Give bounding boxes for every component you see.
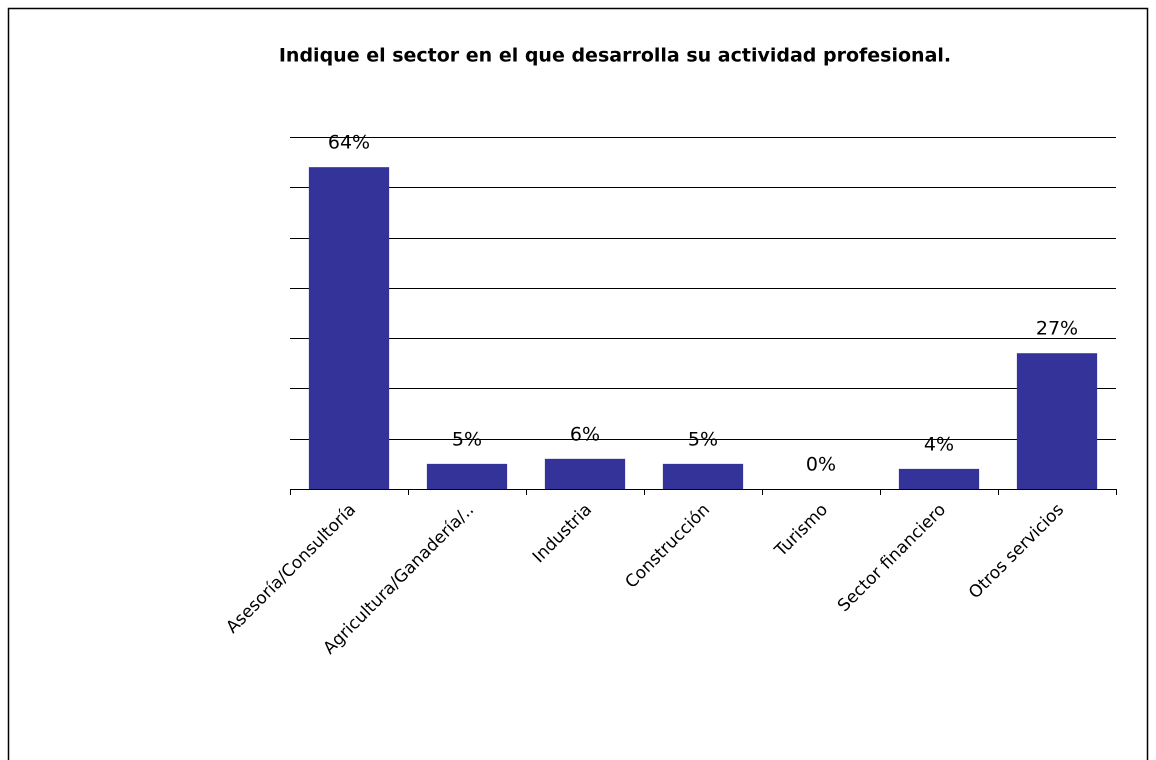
bar xyxy=(662,463,744,489)
data-label: 64% xyxy=(328,132,370,154)
x-tick-label: Industria xyxy=(529,500,596,567)
data-label: 6% xyxy=(570,423,600,445)
data-label: 5% xyxy=(688,428,718,450)
data-label: 0% xyxy=(806,454,836,476)
x-tick-label: Sector financiero xyxy=(834,500,950,616)
bar xyxy=(1016,353,1098,489)
data-label: 27% xyxy=(1036,318,1078,340)
x-tick-label: Otros servicios xyxy=(965,500,1068,603)
bar xyxy=(426,463,508,489)
bar xyxy=(544,458,626,489)
chart-frame xyxy=(7,7,1149,760)
x-tick-label: Asesoría/Consultoría xyxy=(222,500,360,638)
bar xyxy=(898,468,980,489)
data-label: 5% xyxy=(452,428,482,450)
x-tick-label: Turismo xyxy=(770,500,832,562)
x-tick-label: Construcción xyxy=(621,500,714,593)
data-label: 4% xyxy=(924,433,954,455)
bar xyxy=(308,167,390,489)
chart-title: Indique el sector en el que desarrolla s… xyxy=(279,45,951,67)
